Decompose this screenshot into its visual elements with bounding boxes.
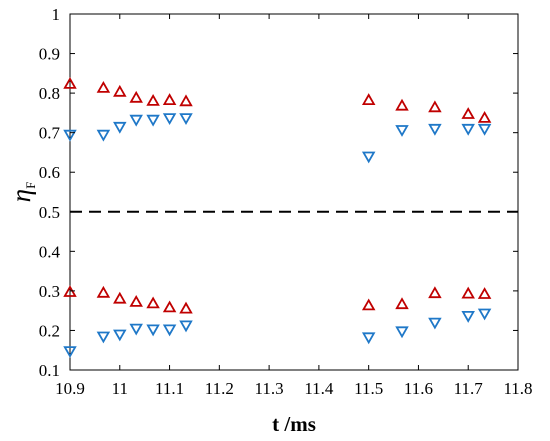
y-tick-label: 0.2	[39, 321, 60, 340]
data-point-triangle-up	[129, 294, 143, 307]
x-tick-label: 11.1	[155, 379, 184, 398]
y-tick-label: 1	[52, 5, 61, 24]
data-point-triangle-down	[428, 317, 442, 330]
x-tick-label: 11.7	[454, 379, 484, 398]
y-tick-label: 0.4	[39, 242, 61, 261]
y-tick-label: 0.7	[39, 124, 61, 143]
data-point-triangle-down	[361, 151, 376, 164]
data-point-triangle-up	[395, 297, 409, 310]
x-tick-label: 11.4	[304, 379, 334, 398]
data-point-triangle-up	[162, 93, 177, 105]
data-point-triangle-up	[63, 285, 77, 297]
data-point-triangle-down	[477, 308, 492, 321]
data-point-triangle-up	[146, 296, 160, 309]
x-tick-label: 11.5	[354, 379, 383, 398]
data-point-triangle-up	[146, 93, 160, 106]
data-point-triangle-up	[162, 300, 177, 313]
data-point-triangle-up	[361, 298, 376, 311]
data-point-triangle-up	[63, 76, 77, 89]
x-tick-label: 11.2	[205, 379, 234, 398]
data-point-triangle-up	[428, 100, 442, 113]
y-tick-label: 0.8	[39, 84, 60, 103]
data-point-triangle-down	[129, 323, 143, 336]
x-tick-label: 11.8	[503, 379, 532, 398]
x-axis-label: t /ms	[272, 412, 316, 436]
data-point-triangle-down	[113, 329, 127, 342]
data-point-triangle-up	[477, 287, 492, 299]
y-axis-label-main: η	[6, 189, 36, 202]
data-point-triangle-down	[428, 123, 442, 136]
data-point-triangle-up	[477, 110, 492, 123]
data-point-triangle-down	[129, 114, 143, 127]
data-point-triangle-down	[361, 332, 376, 345]
data-point-triangle-up	[113, 291, 127, 304]
data-point-triangle-down	[477, 123, 492, 136]
y-tick-label: 0.9	[39, 45, 60, 64]
data-point-triangle-down	[63, 346, 77, 359]
data-point-triangle-up	[395, 98, 409, 111]
y-axis-label-sub: F	[23, 182, 38, 189]
data-point-triangle-down	[96, 129, 111, 142]
y-tick-label: 0.6	[39, 163, 60, 182]
data-point-triangle-down	[461, 310, 475, 323]
data-point-triangle-down	[113, 121, 127, 134]
data-point-triangle-up	[179, 301, 193, 314]
x-tick-label: 11.6	[404, 379, 433, 398]
data-point-triangle-down	[96, 331, 111, 344]
y-tick-label: 0.1	[39, 361, 60, 380]
data-point-triangle-down	[395, 326, 409, 339]
data-point-triangle-up	[179, 94, 193, 107]
data-point-triangle-down	[146, 324, 160, 337]
y-tick-label: 0.3	[39, 282, 60, 301]
data-point-triangle-down	[162, 113, 177, 126]
data-point-triangle-up	[428, 286, 442, 299]
y-axis-label: ηF	[6, 182, 38, 203]
data-point-triangle-up	[129, 90, 143, 103]
data-point-triangle-up	[96, 285, 111, 298]
data-point-triangle-up	[361, 93, 376, 105]
data-point-triangle-down	[179, 113, 193, 126]
data-point-triangle-down	[162, 324, 177, 337]
data-point-triangle-up	[461, 286, 475, 299]
data-point-triangle-down	[179, 320, 193, 333]
x-tick-label: 11.3	[255, 379, 284, 398]
x-tick-label: 11	[112, 379, 128, 398]
data-point-triangle-down	[461, 123, 475, 136]
data-point-triangle-down	[146, 114, 160, 127]
plot-area	[69, 13, 519, 371]
x-tick-label: 10.9	[55, 379, 85, 398]
y-tick-label: 0.5	[39, 203, 60, 222]
data-point-triangle-down	[395, 125, 409, 137]
data-point-triangle-up	[461, 107, 475, 119]
data-point-triangle-up	[96, 80, 111, 93]
data-point-triangle-down	[63, 129, 77, 142]
data-point-triangle-up	[113, 84, 127, 97]
